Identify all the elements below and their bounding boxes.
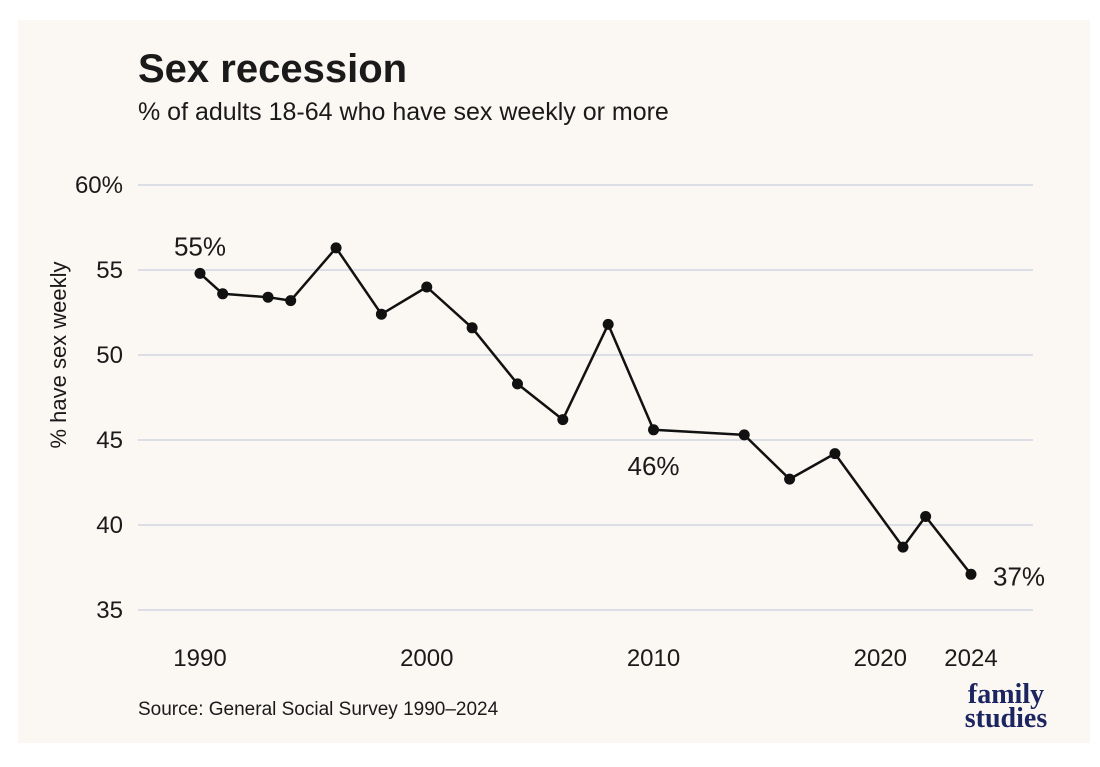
y-tick-label: 55 (96, 257, 123, 284)
x-tick-label: 1990 (173, 645, 226, 672)
chart-title: Sex recession (138, 47, 407, 91)
data-point-2000 (421, 281, 433, 293)
data-point-2004 (511, 378, 523, 390)
data-point-2022 (920, 511, 932, 522)
data-label: 37% (993, 561, 1045, 591)
x-tick-label: 2024 (944, 645, 997, 672)
gridlines (138, 184, 1033, 611)
y-tick-label: 45 (96, 427, 123, 454)
data-point-2010 (648, 424, 660, 436)
data-point-2002 (466, 322, 478, 334)
chart-subtitle: % of adults 18-64 who have sex weekly or… (138, 98, 669, 126)
y-tick-label: 35 (96, 597, 123, 624)
line-chart: Sex recession % of adults 18-64 who have… (46, 47, 1048, 734)
data-point-2021 (897, 541, 909, 553)
data-point-2016 (784, 473, 796, 485)
family-studies-logo: family studies (965, 679, 1048, 734)
data-label: 55% (174, 231, 226, 261)
y-tick-label: 40 (96, 512, 123, 539)
y-tick-label: 50 (96, 342, 123, 369)
data-point-1996 (330, 242, 342, 254)
y-tick-label: 60% (75, 172, 123, 199)
data-point-1990 (194, 267, 206, 279)
source-note: Source: General Social Survey 1990–2024 (138, 699, 499, 720)
chart-card: Sex recession % of adults 18-64 who have… (18, 20, 1090, 743)
y-tick-labels: 60% 55 50 45 40 35 (75, 172, 123, 624)
data-point-2014 (738, 429, 750, 441)
y-axis-label: % have sex weekly (46, 261, 71, 448)
data-point-2008 (602, 318, 614, 330)
data-point-2006 (557, 414, 569, 426)
data-point-1991 (217, 288, 229, 300)
x-tick-label: 2010 (627, 645, 680, 672)
data-point-2024 (965, 568, 977, 580)
logo-line-2: studies (965, 703, 1048, 734)
data-label: 46% (628, 451, 680, 481)
logo-line-1: family (968, 679, 1044, 710)
x-tick-labels: 1990 2000 2010 2020 2024 (173, 645, 997, 672)
data-point-1994 (285, 295, 297, 307)
data-point-1998 (375, 308, 387, 320)
x-tick-label: 2000 (400, 645, 453, 672)
x-tick-label: 2020 (854, 645, 907, 672)
data-annotations: 55% 46% 37% (174, 231, 1045, 591)
data-points (194, 242, 977, 580)
data-point-1993 (262, 291, 274, 303)
data-point-2018 (829, 448, 841, 460)
